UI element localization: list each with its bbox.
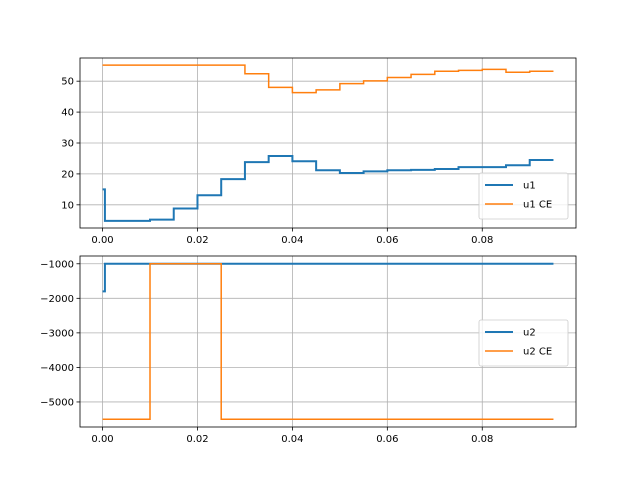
y-tick-label: 30 xyxy=(61,139,74,150)
y-tick-label: −4000 xyxy=(40,363,74,374)
legend-label: u2 xyxy=(523,328,536,339)
x-tick-label: 0.00 xyxy=(91,434,113,445)
x-tick-label: 0.08 xyxy=(471,235,493,246)
y-tick-label: 40 xyxy=(61,108,74,119)
bottom-subplot: 0.00 0.02 0.04 0.06 0.08 −5000 −4000 −3000 −2000… xyxy=(40,255,577,445)
series-line-primary xyxy=(102,262,554,293)
y-tick-label: −5000 xyxy=(40,397,74,408)
x-tick-label: 0.06 xyxy=(376,434,398,445)
legend: u2 u2 CE xyxy=(478,319,569,367)
legend-label: u1 xyxy=(523,181,536,192)
legend: u1 u1 CE xyxy=(478,172,569,220)
legend-label: u1 CE xyxy=(523,200,552,211)
y-tick-label: −2000 xyxy=(40,294,74,305)
x-tick-label: 0.06 xyxy=(376,235,398,246)
top-subplot: 0.00 0.02 0.04 0.06 0.08 10 20 30 40 50 u1 u1 CE xyxy=(61,57,577,246)
x-tick-label: 0.08 xyxy=(471,434,493,445)
x-tick-label: 0.04 xyxy=(281,235,303,246)
series-line-ce xyxy=(102,64,554,94)
x-tick-label: 0.04 xyxy=(281,434,303,445)
y-tick-label: 10 xyxy=(61,200,74,211)
legend-label: u2 CE xyxy=(523,347,552,358)
series-line-primary xyxy=(102,154,554,222)
x-tick-label: 0.02 xyxy=(186,434,208,445)
y-tick-label: −3000 xyxy=(40,328,74,339)
x-tick-label: 0.00 xyxy=(91,235,113,246)
y-tick-label: 20 xyxy=(61,169,74,180)
x-tick-label: 0.02 xyxy=(186,235,208,246)
y-tick-label: 50 xyxy=(61,77,74,88)
y-tick-label: −1000 xyxy=(40,259,74,270)
plot-frame xyxy=(79,255,577,428)
series-line-ce xyxy=(102,263,554,420)
